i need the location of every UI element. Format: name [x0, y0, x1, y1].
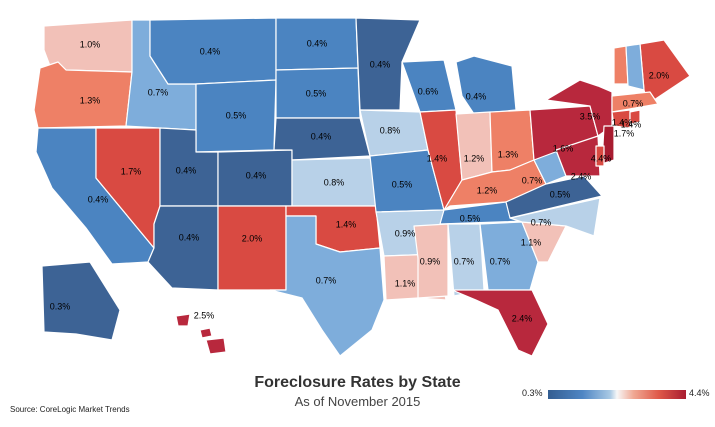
state-label-wv: 0.7% — [522, 175, 543, 185]
state-ma — [611, 91, 659, 113]
state-label-ct: 1.7% — [614, 128, 635, 138]
state-label-ks: 0.8% — [324, 177, 345, 187]
state-az — [147, 205, 219, 291]
state-label-la: 1.1% — [395, 278, 416, 288]
state-label-nd: 0.4% — [307, 38, 328, 48]
state-label-ok: 1.4% — [336, 219, 357, 229]
state-label-mi: 0.4% — [466, 91, 487, 101]
state-label-hi: 2.5% — [194, 310, 215, 320]
state-label-wy: 0.5% — [226, 110, 247, 120]
state-mn — [355, 17, 421, 111]
state-label-mt: 0.4% — [200, 46, 221, 56]
state-label-ma: 1.4% — [621, 119, 642, 129]
state-fl — [451, 289, 549, 357]
state-de — [595, 145, 605, 167]
state-label-ar: 0.9% — [395, 228, 416, 238]
state-label-nv: 1.7% — [121, 166, 142, 176]
state-label-id: 0.7% — [148, 87, 169, 97]
legend-min-label: 0.3% — [522, 388, 543, 398]
state-label-ms: 0.9% — [420, 256, 441, 266]
state-in — [455, 111, 493, 181]
state-label-oh: 1.3% — [498, 149, 519, 159]
state-label-sc: 1.1% — [521, 237, 542, 247]
state-label-ut: 0.4% — [176, 165, 197, 175]
state-label-md: 2.4% — [571, 171, 592, 181]
state-label-il: 1.4% — [427, 153, 448, 163]
state-nh — [625, 43, 645, 91]
state-label-az: 0.4% — [179, 232, 200, 242]
map-title: Foreclosure Rates by State — [254, 374, 461, 391]
legend-gradient-bar — [548, 390, 686, 399]
state-label-va: 0.5% — [550, 189, 571, 199]
state-va — [505, 175, 603, 219]
state-md — [555, 135, 601, 177]
state-label-tn: 0.5% — [460, 213, 481, 223]
state-mi — [455, 55, 517, 115]
state-label-ny: 3.5% — [580, 111, 601, 121]
state-label-al: 0.7% — [454, 256, 475, 266]
state-nc — [509, 197, 601, 237]
state-label-in: 1.2% — [464, 153, 485, 163]
state-label-nh: 0.7% — [623, 98, 644, 108]
legend-max-label: 4.4% — [689, 388, 710, 398]
state-label-vt: 1.4% — [612, 117, 633, 127]
state-label-mo: 0.5% — [392, 179, 413, 189]
state-ms — [413, 223, 449, 299]
map-subtitle: As of November 2015 — [294, 394, 421, 409]
state-label-ia: 0.8% — [380, 125, 401, 135]
state-ga — [479, 221, 539, 291]
state-label-mn: 0.4% — [370, 59, 391, 69]
state-ak — [41, 261, 121, 341]
state-label-sd: 0.5% — [306, 88, 327, 98]
state-tx — [269, 215, 385, 357]
state-label-ga: 0.7% — [490, 256, 511, 266]
state-label-tx: 0.7% — [316, 275, 337, 285]
state-label-me: 2.0% — [649, 70, 670, 80]
state-label-fl: 2.4% — [512, 313, 533, 323]
state-label-co: 0.4% — [246, 170, 267, 180]
state-label-ca: 0.4% — [88, 194, 109, 204]
state-label-nj: 4.4% — [591, 153, 612, 163]
state-label-nm: 2.0% — [242, 233, 263, 243]
state-label-wi: 0.6% — [418, 86, 439, 96]
color-legend: 0.3% 4.4% — [522, 388, 712, 402]
state-label-ky: 1.2% — [477, 185, 498, 195]
state-nm — [217, 205, 287, 291]
state-label-ak: 0.3% — [50, 301, 71, 311]
state-hi — [175, 313, 227, 355]
state-label-or: 1.3% — [80, 95, 101, 105]
source-note: Source: CoreLogic Market Trends — [10, 405, 130, 414]
state-label-pa: 1.6% — [553, 143, 574, 153]
state-label-nc: 0.7% — [531, 217, 552, 227]
state-label-wa: 1.0% — [80, 39, 101, 49]
state-label-ne: 0.4% — [311, 131, 332, 141]
state-ct — [611, 109, 631, 129]
state-ri — [629, 109, 641, 125]
